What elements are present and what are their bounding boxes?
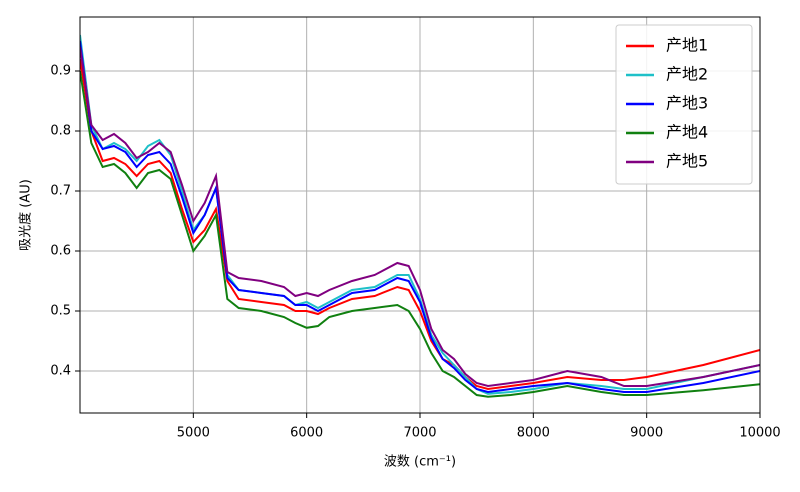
y-tick-label: 0.5	[50, 304, 71, 319]
legend-label: 产地1	[666, 36, 708, 55]
legend-label: 产地3	[666, 94, 708, 113]
series-line	[80, 58, 760, 391]
y-axis-label: 吸光度 (AU)	[18, 179, 34, 251]
legend-label: 产地2	[666, 65, 708, 84]
legend-label: 产地5	[666, 152, 708, 171]
series-line	[80, 34, 760, 395]
x-tick-label: 7000	[403, 426, 436, 441]
x-tick-label: 8000	[517, 426, 550, 441]
y-tick-label: 0.8	[50, 124, 71, 139]
legend-label: 产地4	[666, 123, 708, 142]
x-tick-label: 5000	[177, 426, 210, 441]
x-tick-label: 9000	[630, 426, 663, 441]
plot-frame	[79, 16, 761, 414]
y-tick-label: 0.9	[50, 64, 71, 79]
y-tick-label: 0.6	[50, 244, 71, 259]
y-tick-label: 0.7	[50, 184, 71, 199]
x-tick-label: 10000	[739, 426, 780, 441]
legend-box	[615, 24, 753, 185]
series-line	[80, 70, 760, 398]
series-line	[80, 46, 760, 388]
x-tick-label: 6000	[290, 426, 323, 441]
x-axis-label: 波数 (cm⁻¹)	[384, 455, 456, 470]
y-tick-label: 0.4	[50, 364, 71, 379]
series-line	[80, 40, 760, 394]
